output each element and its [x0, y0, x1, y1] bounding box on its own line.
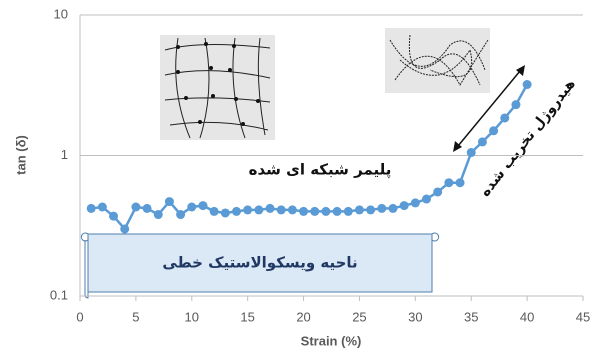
point — [299, 207, 308, 216]
point — [400, 201, 409, 210]
y-axis-title: tan (δ) — [13, 135, 28, 175]
x-tick-label: 10 — [185, 309, 199, 324]
point — [187, 202, 196, 211]
x-tick-label: 45 — [576, 309, 590, 324]
point — [98, 202, 107, 211]
network-illustration — [160, 28, 490, 140]
point — [444, 178, 453, 187]
point — [500, 113, 509, 122]
annotation: ناحیه ویسکوالاستیک خطی — [162, 254, 357, 272]
x-tick-label: 0 — [76, 309, 83, 324]
point — [511, 100, 520, 109]
point — [456, 178, 465, 187]
x-axis-title: Strain (%) — [301, 333, 362, 348]
x-tick-label: 15 — [240, 309, 254, 324]
point — [523, 80, 532, 89]
annotation: هیدروژل تخریب شده — [477, 76, 579, 200]
x-tick-label: 20 — [296, 309, 310, 324]
point — [478, 137, 487, 146]
point — [120, 224, 129, 233]
x-tick-label: 35 — [464, 309, 478, 324]
point — [176, 210, 185, 219]
point — [411, 198, 420, 207]
y-tick-label: 10 — [54, 6, 68, 21]
point — [154, 210, 163, 219]
point — [131, 202, 140, 211]
point — [243, 205, 252, 214]
point — [210, 207, 219, 216]
point — [433, 187, 442, 196]
chart: ناحیه ویسکوالاستیک خطی پلیمر شبکه ای شده… — [0, 0, 600, 354]
point — [288, 205, 297, 214]
point — [266, 204, 275, 213]
y-tick-label: 1 — [61, 147, 68, 162]
x-tick-label: 25 — [352, 309, 366, 324]
x-tick-label: 30 — [408, 309, 422, 324]
point — [165, 197, 174, 206]
point — [422, 195, 431, 204]
point — [277, 205, 286, 214]
point — [254, 205, 263, 214]
point — [221, 208, 230, 217]
point — [109, 212, 118, 221]
x-tick-label: 5 — [132, 309, 139, 324]
point — [377, 204, 386, 213]
x-tick-label: 40 — [520, 309, 534, 324]
point — [310, 207, 319, 216]
point — [355, 205, 364, 214]
point — [467, 148, 476, 157]
point — [333, 207, 342, 216]
annotation: پلیمر شبکه ای شده — [249, 161, 392, 180]
point — [388, 204, 397, 213]
point — [87, 204, 96, 213]
series-line — [91, 85, 527, 229]
point — [366, 205, 375, 214]
linear-region-banner: ناحیه ویسکوالاستیک خطی — [81, 233, 438, 298]
point — [344, 207, 353, 216]
point — [232, 207, 241, 216]
y-tick-label: 0.1 — [50, 287, 68, 302]
point — [198, 201, 207, 210]
point — [321, 207, 330, 216]
point — [489, 126, 498, 135]
point — [143, 204, 152, 213]
